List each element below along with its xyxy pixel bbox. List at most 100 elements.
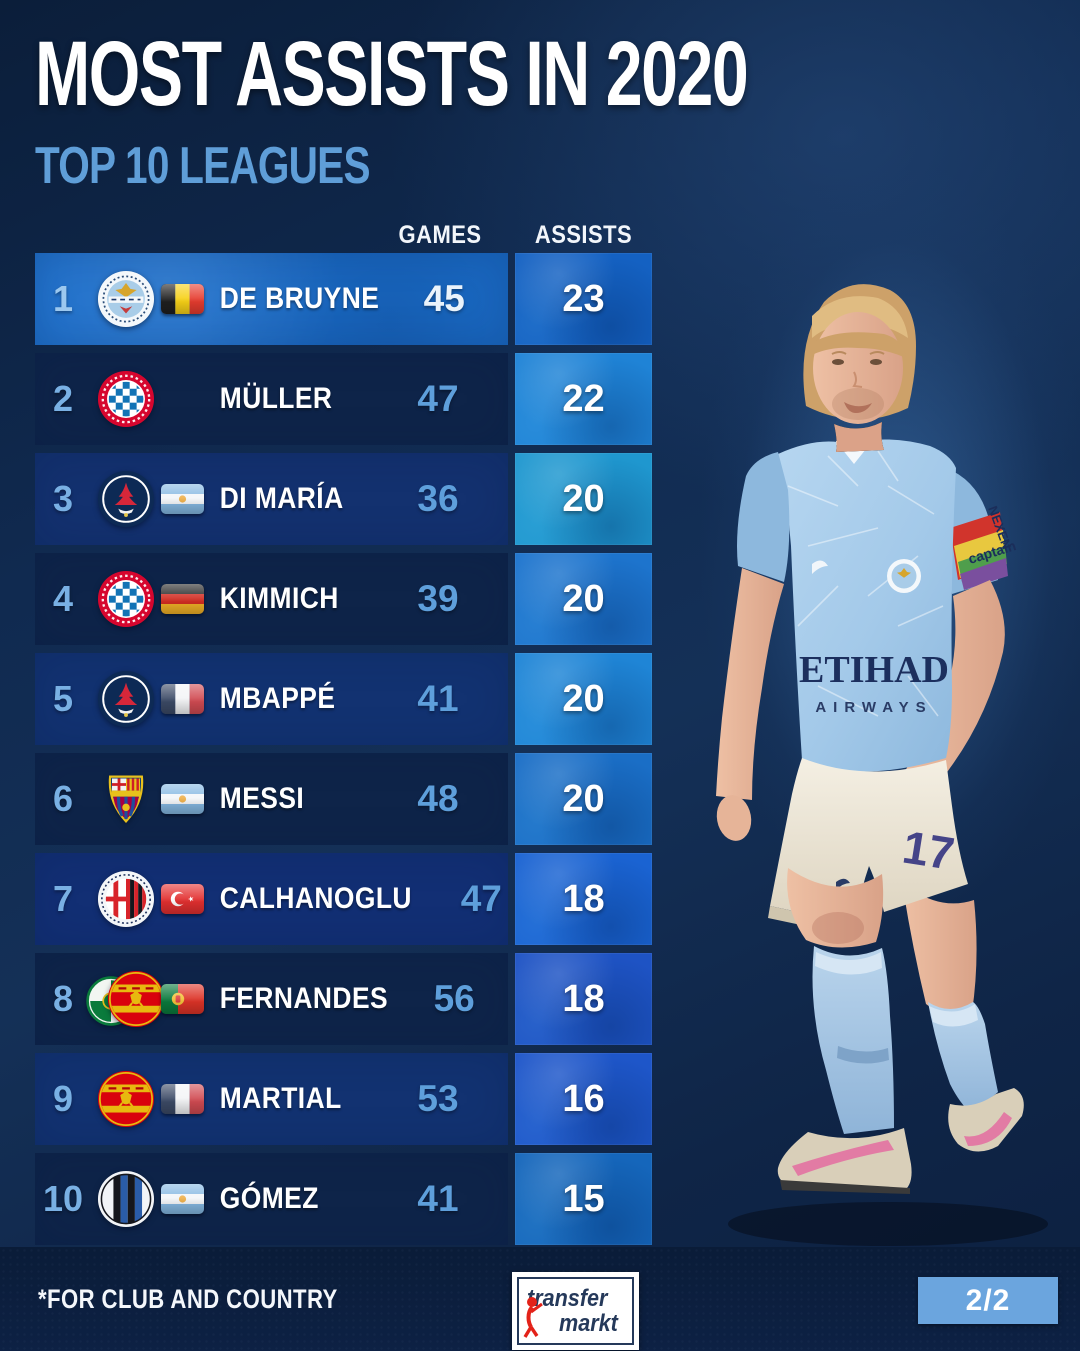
brand-word-bottom: markt <box>558 1310 618 1337</box>
assists-cell: 22 <box>515 353 652 445</box>
assists-cell: 15 <box>515 1153 652 1245</box>
assists-cell: 20 <box>515 653 652 745</box>
flag-chip <box>161 584 204 614</box>
club-logo-bayern-munich <box>91 570 161 628</box>
svg-text:ETIHAD: ETIHAD <box>799 649 949 691</box>
flag-argentina-icon <box>161 484 211 514</box>
page-subtitle: TOP 10 LEAGUES <box>35 137 370 195</box>
rank-label: 7 <box>52 878 74 919</box>
player-name: MESSI <box>219 782 305 815</box>
flag-argentina-icon <box>161 784 211 814</box>
player-name: GÓMEZ <box>219 1182 319 1215</box>
games-value: 41 <box>417 1178 459 1219</box>
assists-cell: 20 <box>515 753 652 845</box>
assists-value: 18 <box>562 977 605 1020</box>
games-value: 36 <box>417 478 459 519</box>
table-row: 7 CALHANOGLU 47 18 <box>35 853 655 945</box>
flag-chip <box>161 784 204 814</box>
assists-value: 18 <box>562 877 605 920</box>
games-value: 48 <box>417 778 459 819</box>
footnote: *FOR CLUB AND COUNTRY <box>38 1284 338 1314</box>
flag-germany-icon <box>161 584 211 614</box>
transfermarkt-logo: transfer markt <box>512 1272 639 1350</box>
player-name: KIMMICH <box>219 582 339 615</box>
flag-portugal-icon <box>161 984 211 1014</box>
rank-label: 1 <box>52 278 74 319</box>
games-value: 39 <box>417 578 459 619</box>
rank-label: 6 <box>52 778 74 819</box>
flag-france-icon <box>161 1084 211 1114</box>
table-row: 3 DI MARÍA 36 20 <box>35 453 655 545</box>
table-row: 5 MBAPPÉ 41 20 <box>35 653 655 745</box>
club-logo-psg <box>91 470 161 528</box>
games-value: 56 <box>433 978 475 1019</box>
assists-value: 20 <box>562 777 605 820</box>
club-logo-man-city <box>91 270 161 328</box>
games-value: 41 <box>417 678 459 719</box>
club-logo-atalanta <box>91 1170 161 1228</box>
club-logo-man-united <box>91 1070 161 1128</box>
games-value: 47 <box>460 878 502 919</box>
page-title: MOST ASSISTS IN 2020 <box>35 23 749 125</box>
row-main-section: 7 CALHANOGLU 47 <box>35 853 508 945</box>
player-name: DI MARÍA <box>219 482 344 515</box>
assists-cell: 23 <box>515 253 652 345</box>
player-name: MBAPPÉ <box>219 682 336 715</box>
flag-chip <box>161 884 204 914</box>
column-header-assists: ASSISTS <box>534 221 633 249</box>
rank-label: 9 <box>52 1078 74 1119</box>
page-indicator-badge: 2/2 <box>918 1277 1058 1324</box>
assists-value: 15 <box>562 1177 605 1220</box>
row-main-section: 2 MÜLLER 47 <box>35 353 508 445</box>
games-value: 47 <box>417 378 459 419</box>
flag-argentina-icon <box>161 1184 211 1214</box>
rank-label: 8 <box>52 978 74 1019</box>
player-name: FERNANDES <box>219 982 389 1015</box>
assists-cell: 18 <box>515 953 652 1045</box>
flag-belgium-icon <box>161 284 211 314</box>
flag-chip <box>161 684 204 714</box>
rank-label: 5 <box>52 678 74 719</box>
player-name: MARTIAL <box>219 1082 342 1115</box>
assists-value: 20 <box>562 677 605 720</box>
row-main-section: 9 MARTIAL 53 <box>35 1053 508 1145</box>
assists-value: 23 <box>562 277 605 320</box>
assists-table: 1 DE BRUYNE 45 23 2 MÜLLER 47 22 3 DI MARÍA 36 20 4 K… <box>35 253 655 1253</box>
assists-value: 20 <box>562 577 605 620</box>
games-value: 53 <box>417 1078 459 1119</box>
page-indicator-value: 2/2 <box>965 1283 1011 1317</box>
club-logo-sporting-and-man-united <box>86 970 165 1028</box>
row-main-section: 1 DE BRUYNE 45 <box>35 253 508 345</box>
rank-label: 2 <box>52 378 74 419</box>
transfermarkt-logo-frame: transfer markt <box>517 1277 634 1345</box>
flag-chip <box>161 284 204 314</box>
flag-chip <box>161 1184 204 1214</box>
club-logo-ac-milan <box>91 870 161 928</box>
svg-text:AIRWAYS: AIRWAYS <box>815 699 932 716</box>
table-row: 4 KIMMICH 39 20 <box>35 553 655 645</box>
row-main-section: 8 FERNANDES 56 <box>35 953 508 1045</box>
row-main-section: 4 KIMMICH 39 <box>35 553 508 645</box>
rank-label: 4 <box>52 578 74 619</box>
row-main-section: 10 GÓMEZ 41 <box>35 1153 508 1245</box>
rank-label: 3 <box>52 478 74 519</box>
assists-cell: 20 <box>515 453 652 545</box>
assists-cell: 16 <box>515 1053 652 1145</box>
flag-turkey-icon <box>161 884 211 914</box>
games-value: 45 <box>423 278 465 319</box>
assists-value: 22 <box>562 377 605 420</box>
player-name: CALHANOGLU <box>219 882 412 915</box>
flag-chip <box>161 1084 204 1114</box>
assists-value: 20 <box>562 477 605 520</box>
player-photo-de-bruyne: NEXEN captain ETIHAD AIRWAYS 17 <box>688 246 1080 1256</box>
assists-value: 16 <box>562 1077 605 1120</box>
stick-player-icon <box>523 1297 543 1338</box>
row-main-section: 3 DI MARÍA 36 <box>35 453 508 545</box>
club-logo-psg <box>91 670 161 728</box>
column-header-games: GAMES <box>398 221 482 249</box>
svg-text:17: 17 <box>899 821 958 880</box>
table-row: 1 DE BRUYNE 45 23 <box>35 253 655 345</box>
assists-cell: 18 <box>515 853 652 945</box>
